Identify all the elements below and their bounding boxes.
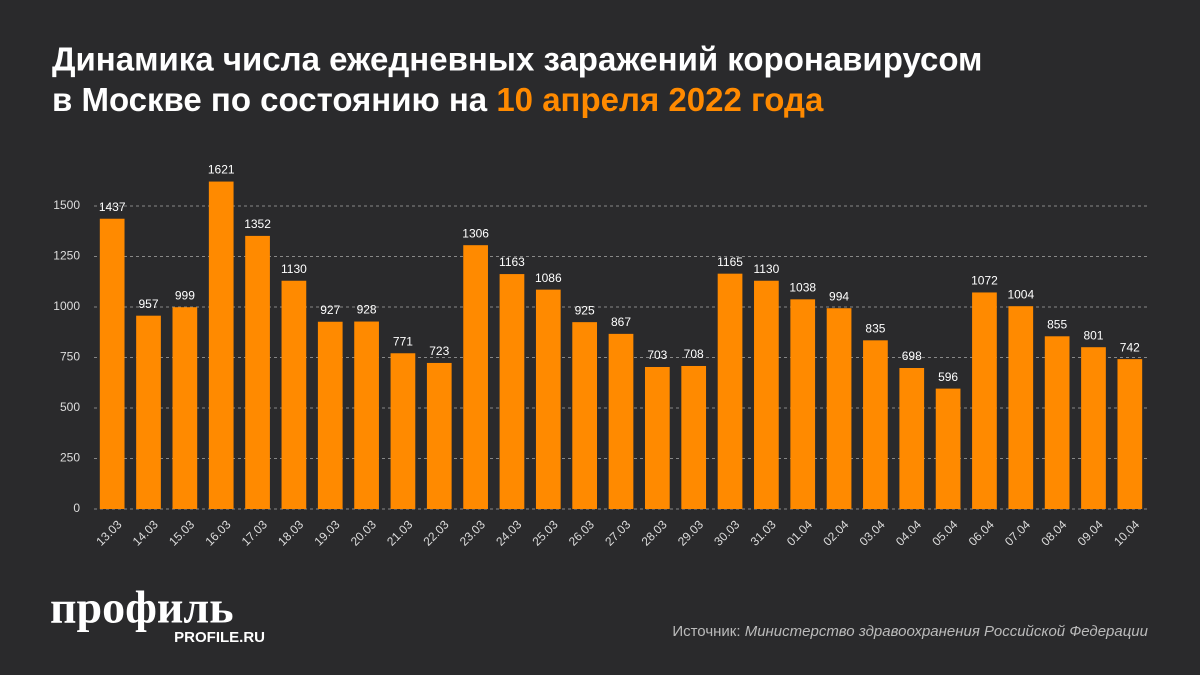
value-label: 801: [1083, 328, 1103, 342]
value-label: 925: [575, 303, 595, 317]
value-label: 723: [429, 344, 449, 358]
source-text: Министерство здравоохранения Российской …: [745, 623, 1149, 640]
bar: [717, 273, 743, 509]
bar: [99, 218, 125, 509]
logo-url: PROFILE.RU: [174, 629, 265, 646]
value-label: 957: [139, 297, 159, 311]
value-label: 1004: [1007, 287, 1034, 301]
bar: [863, 340, 888, 509]
value-label: 1130: [281, 262, 307, 276]
bar: [354, 321, 379, 509]
value-label: 698: [902, 349, 922, 363]
bar: [608, 333, 634, 509]
bar: [790, 299, 816, 509]
bar: [572, 322, 598, 509]
bar: [245, 235, 270, 509]
bar: [317, 321, 343, 509]
value-label: 1163: [499, 255, 525, 269]
value-label: 927: [320, 303, 340, 317]
y-tick-label: 1500: [53, 198, 80, 212]
chart-title: в Москве по состоянию на 10 апреля 2022 …: [52, 81, 824, 118]
bar: [1044, 336, 1070, 509]
value-label: 1086: [535, 271, 562, 285]
value-label: 703: [647, 348, 667, 362]
bar: [535, 289, 561, 509]
value-label: 1306: [462, 226, 489, 240]
y-tick-label: 500: [60, 400, 80, 414]
bar: [754, 280, 779, 509]
value-label: 994: [829, 289, 849, 303]
bar: [935, 388, 961, 509]
source: Источник: Министерство здравоохранения Р…: [672, 623, 1148, 640]
value-label: 835: [865, 322, 885, 336]
value-label: 1437: [99, 200, 126, 214]
bar: [1008, 306, 1034, 509]
value-label: 1165: [717, 255, 743, 269]
value-label: 1038: [789, 280, 816, 294]
value-label: 771: [393, 334, 413, 348]
value-label: 867: [611, 315, 631, 329]
bar: [1081, 347, 1106, 509]
y-tick-label: 750: [60, 350, 80, 364]
title-highlight: 10 апреля 2022 года: [496, 81, 824, 118]
bar: [281, 280, 307, 509]
title-text: в Москве по состоянию на: [52, 81, 488, 118]
y-tick-label: 0: [73, 501, 80, 515]
y-tick-label: 1000: [53, 299, 80, 313]
value-label: 1621: [208, 163, 235, 177]
y-tick-label: 1250: [53, 249, 80, 263]
bar: [499, 274, 525, 509]
value-label: 1072: [971, 274, 998, 288]
bar: [899, 368, 925, 509]
value-label: 1130: [753, 262, 779, 276]
bar: [826, 308, 852, 509]
bar: [208, 181, 234, 510]
chart-title: Динамика числа ежедневных заражений коро…: [52, 41, 982, 78]
bar: [172, 307, 198, 509]
bar: [426, 362, 452, 509]
bar: [136, 315, 161, 509]
bar: [1117, 359, 1143, 509]
value-label: 708: [684, 347, 704, 361]
value-label: 596: [938, 370, 958, 384]
logo: профиль: [50, 582, 234, 633]
bar: [644, 366, 670, 509]
bar: [463, 245, 488, 510]
bar: [681, 365, 707, 509]
value-label: 999: [175, 288, 195, 302]
value-label: 1352: [244, 217, 271, 231]
bar: [390, 353, 416, 509]
y-tick-label: 250: [60, 451, 80, 465]
bar: [972, 292, 997, 509]
value-label: 855: [1047, 317, 1067, 331]
value-label: 742: [1120, 340, 1140, 354]
value-label: 928: [357, 303, 377, 317]
source-label: Источник:: [672, 623, 740, 640]
